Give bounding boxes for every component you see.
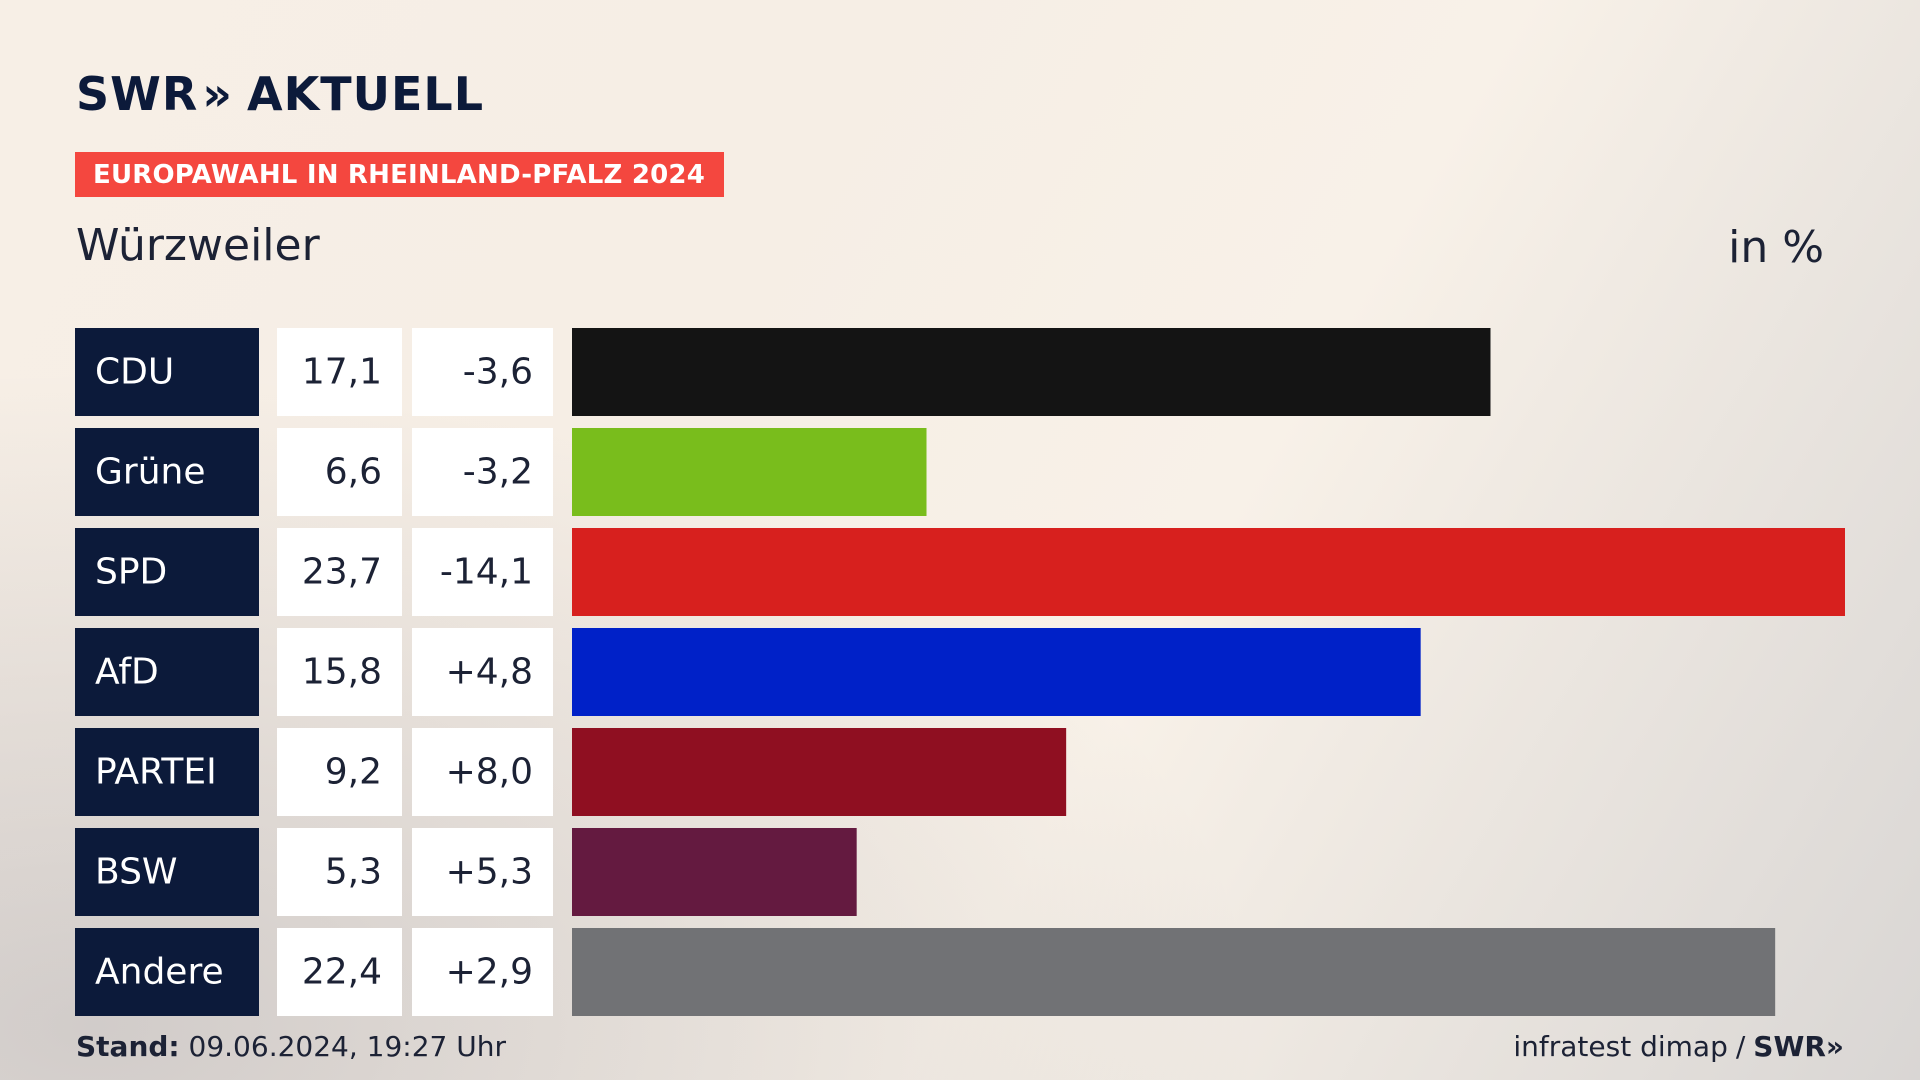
logo-chevron-icon: »: [202, 67, 234, 121]
party-label-box: [75, 928, 259, 1016]
bar: [572, 928, 1776, 1016]
bar: [572, 528, 1845, 616]
change-box: [412, 428, 553, 516]
election-banner-label: EUROPAWAHL IN RHEINLAND-PFALZ 2024: [93, 159, 705, 190]
party-label: SPD: [95, 552, 167, 593]
party-label: PARTEI: [95, 752, 217, 793]
change-box: [412, 828, 553, 916]
value-box: [277, 328, 402, 416]
value-box: [277, 628, 402, 716]
source-brand-logo: SWR»: [1753, 1030, 1844, 1063]
place-title: Würzweiler: [76, 220, 320, 271]
party-label-box: [75, 828, 259, 916]
stand-label: Stand:: [76, 1030, 180, 1063]
value-label: 22,4: [302, 952, 382, 993]
value-box: [277, 728, 402, 816]
party-label: CDU: [95, 352, 174, 393]
party-label: Grüne: [95, 452, 205, 493]
value-box: [277, 828, 402, 916]
value-label: 9,2: [325, 752, 382, 793]
bar: [572, 428, 927, 516]
unit-label: in %: [1728, 222, 1824, 273]
party-label-box: [75, 528, 259, 616]
logo-swr-text: SWR: [76, 67, 199, 121]
change-label: +8,0: [446, 752, 533, 793]
value-label: 5,3: [325, 852, 382, 893]
value-box: [277, 928, 402, 1016]
party-label-box: [75, 728, 259, 816]
source-credit: infratest dimap / SWR»: [1513, 1030, 1844, 1063]
change-label: +5,3: [446, 852, 533, 893]
party-label-box: [75, 328, 259, 416]
change-label: +4,8: [446, 652, 533, 693]
change-box: [412, 728, 553, 816]
value-label: 23,7: [302, 552, 382, 593]
change-label: -14,1: [440, 552, 533, 593]
change-box: [412, 528, 553, 616]
value-label: 15,8: [302, 652, 382, 693]
party-label-box: [75, 628, 259, 716]
party-label-box: [75, 428, 259, 516]
change-box: [412, 328, 553, 416]
party-label: BSW: [95, 852, 178, 893]
bar: [572, 328, 1491, 416]
change-box: [412, 628, 553, 716]
value-label: 17,1: [302, 352, 382, 393]
timestamp: Stand: 09.06.2024, 19:27 Uhr: [76, 1030, 506, 1063]
election-banner: EUROPAWAHL IN RHEINLAND-PFALZ 2024: [75, 152, 724, 197]
change-label: -3,6: [463, 352, 533, 393]
logo-aktuell-text: AKTUELL: [247, 67, 485, 121]
source-separator: /: [1735, 1030, 1746, 1063]
value-box: [277, 528, 402, 616]
bar: [572, 828, 857, 916]
value-label: 6,6: [325, 452, 382, 493]
bar: [572, 628, 1421, 716]
party-label: Andere: [95, 952, 224, 993]
bar: [572, 728, 1067, 816]
stand-value: 09.06.2024, 19:27 Uhr: [188, 1030, 506, 1063]
change-box: [412, 928, 553, 1016]
value-box: [277, 428, 402, 516]
party-label: AfD: [95, 652, 159, 693]
change-label: -3,2: [463, 452, 533, 493]
swr-aktuell-logo: SWR » AKTUELL: [76, 64, 484, 124]
change-label: +2,9: [446, 952, 533, 993]
source-name: infratest dimap: [1513, 1030, 1728, 1063]
